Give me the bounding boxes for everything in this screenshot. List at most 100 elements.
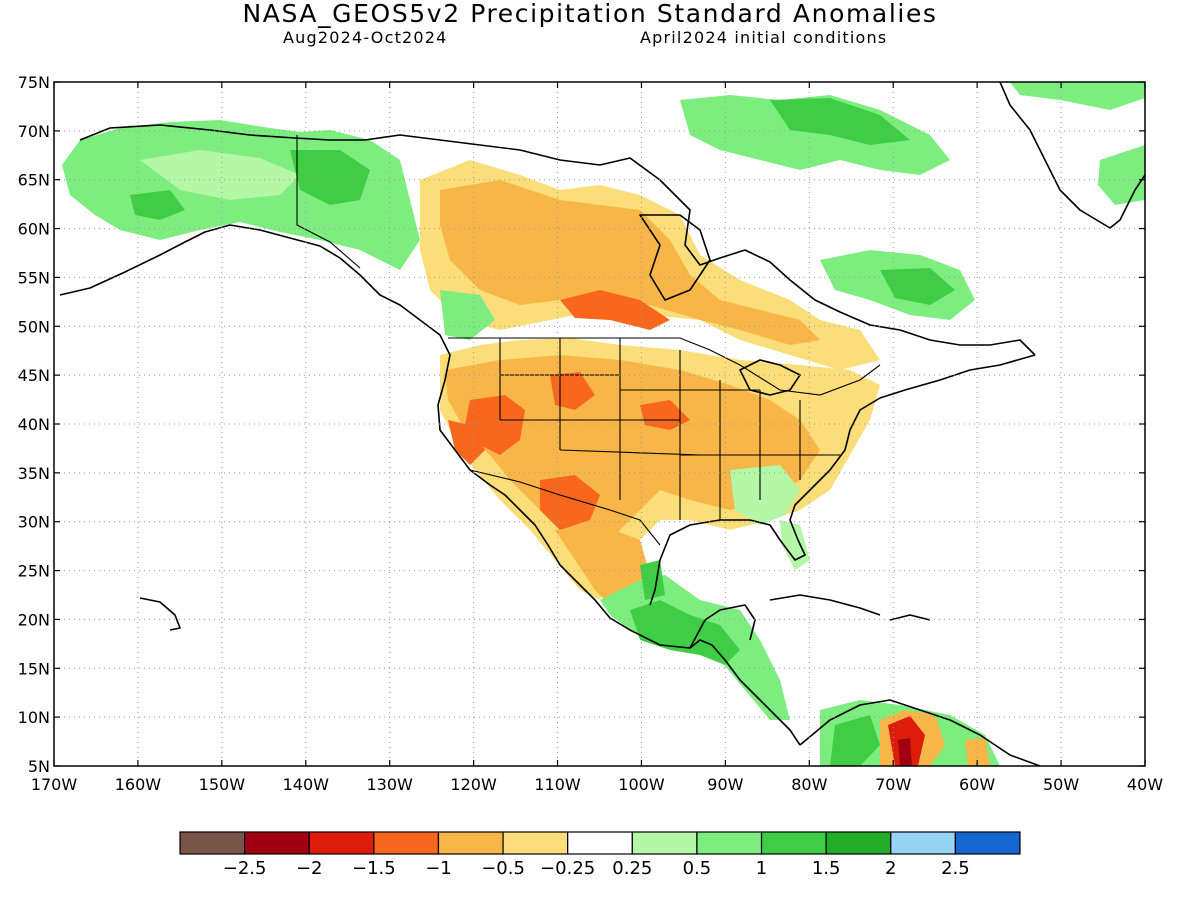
colorbar-label: −1.5 — [352, 858, 396, 879]
coastline-yucatan — [689, 604, 756, 649]
lon-label: 120W — [450, 775, 497, 794]
colorbar-label: −1 — [425, 858, 452, 879]
border-us-canada — [448, 337, 881, 396]
cuba — [769, 594, 881, 616]
colorbar-label: 0.25 — [612, 858, 652, 879]
map-title: NASA_GEOS5v2 Precipitation Standard Anom… — [242, 0, 938, 28]
dry-region-canada-strong — [560, 290, 670, 330]
hispaniola — [889, 614, 931, 621]
colorbar — [179, 831, 1021, 855]
state-lines-east — [679, 350, 840, 520]
coastlines-and-borders — [59, 82, 1145, 766]
colorbar-swatch — [502, 831, 569, 855]
border-alaska-canada — [296, 135, 361, 269]
lat-label: 10N — [18, 708, 50, 727]
wet-region-greenland — [1010, 82, 1145, 110]
longitude-labels: 170W 160W 150W 140W 130W 120W 110W 100W 90W 80W 70… — [31, 775, 1163, 794]
dry-region-us-core — [445, 355, 820, 560]
colorbar-label: −2 — [296, 858, 323, 879]
colorbar-swatch — [760, 831, 827, 855]
lon-label: 80W — [791, 775, 827, 794]
dry-region-great-basin — [550, 372, 595, 410]
wet-region-central-america-strong — [630, 600, 740, 665]
wet-region-colombia-strong — [830, 715, 880, 766]
lon-label: 90W — [707, 775, 743, 794]
colorbar-swatch — [437, 831, 504, 855]
lon-label: 170W — [31, 775, 78, 794]
dry-region-southwest-strong — [465, 395, 525, 455]
wet-region-florida — [780, 520, 810, 570]
lat-label: 20N — [18, 610, 50, 629]
coastline-arctic-north — [79, 124, 1036, 356]
colorbar-swatch — [244, 831, 310, 855]
lon-label: 100W — [618, 775, 665, 794]
colorbar-label: 0.5 — [683, 858, 712, 879]
anomaly-shading — [62, 82, 1145, 766]
colorbar-swatch — [567, 831, 633, 855]
coastline-alaska — [59, 224, 801, 746]
lat-label: 5N — [28, 757, 50, 776]
forecast-period: Aug2024-Oct2024 — [283, 28, 448, 47]
coastline-east-us — [649, 354, 1036, 606]
wet-region-alaska-light — [140, 150, 300, 200]
lat-label: 75N — [18, 73, 50, 92]
colorbar-label: −2.5 — [223, 858, 267, 879]
dry-region-arizona-strong — [540, 475, 600, 530]
graticule — [54, 82, 1145, 766]
wet-region-greenland-east — [1098, 145, 1145, 205]
lat-label: 15N — [18, 659, 50, 678]
lat-label: 45N — [18, 366, 50, 385]
colorbar-swatch — [179, 831, 246, 855]
colorbar-swatch — [696, 831, 763, 855]
wet-region-pacific-nw — [440, 290, 495, 340]
colorbar-swatch — [631, 831, 698, 855]
dry-region-plains — [640, 400, 690, 430]
lat-label: 25N — [18, 562, 50, 581]
colorbar-label: −0.5 — [481, 858, 525, 879]
colorbar-swatch — [373, 831, 440, 855]
lat-label: 70N — [18, 122, 50, 141]
wet-region-arctic-strong — [770, 98, 910, 145]
lat-label: 35N — [18, 464, 50, 483]
lon-label: 130W — [367, 775, 414, 794]
initial-conditions: April2024 initial conditions — [640, 28, 888, 47]
wet-region-southeast — [730, 465, 800, 525]
lat-label: 55N — [18, 268, 50, 287]
colorbar-swatch — [308, 831, 375, 855]
colorbar-labels: −2.5 −2 −1.5 −1 −0.5 −0.25 0.25 0.5 1 1.5 2 2.5 — [223, 858, 970, 879]
lon-label: 60W — [959, 775, 995, 794]
lat-label: 65N — [18, 171, 50, 190]
wet-region-alaska-strong — [290, 150, 370, 205]
lon-label: 110W — [534, 775, 581, 794]
colorbar-label: 1.5 — [812, 858, 841, 879]
wet-region-arctic — [680, 95, 950, 175]
latitude-labels: 5N 10N 15N 20N 25N 30N 35N 40N 45N 50N 55N 60N 65N 70… — [18, 73, 50, 776]
lat-label: 50N — [18, 317, 50, 336]
colorbar-label: 2 — [885, 858, 896, 879]
lat-label: 60N — [18, 220, 50, 239]
colorbar-label: 1 — [756, 858, 767, 879]
border-us-mexico — [469, 469, 661, 546]
colorbar-swatch — [954, 831, 1021, 855]
lon-label: 70W — [875, 775, 911, 794]
colorbar-swatch — [890, 831, 956, 855]
wet-region-labrador-strong — [880, 268, 955, 305]
dry-region-california — [448, 420, 485, 465]
colorbar-label: −0.25 — [540, 858, 595, 879]
lon-label: 40W — [1127, 775, 1163, 794]
dry-region-canada-core — [440, 180, 820, 345]
axis-ticks — [53, 81, 1146, 767]
lon-label: 50W — [1043, 775, 1079, 794]
hawaii — [139, 597, 181, 631]
lat-label: 30N — [18, 513, 50, 532]
colorbar-swatch — [825, 831, 892, 855]
coastline-greenland — [999, 82, 1145, 229]
lon-label: 160W — [115, 775, 162, 794]
hudson-bay — [639, 214, 711, 301]
wet-region-alaska-strong2 — [130, 190, 185, 220]
great-lakes — [739, 359, 801, 396]
dry-region-venezuela-core — [898, 738, 912, 766]
coastline-south-america — [799, 699, 1041, 766]
colorbar-label: 2.5 — [941, 858, 970, 879]
